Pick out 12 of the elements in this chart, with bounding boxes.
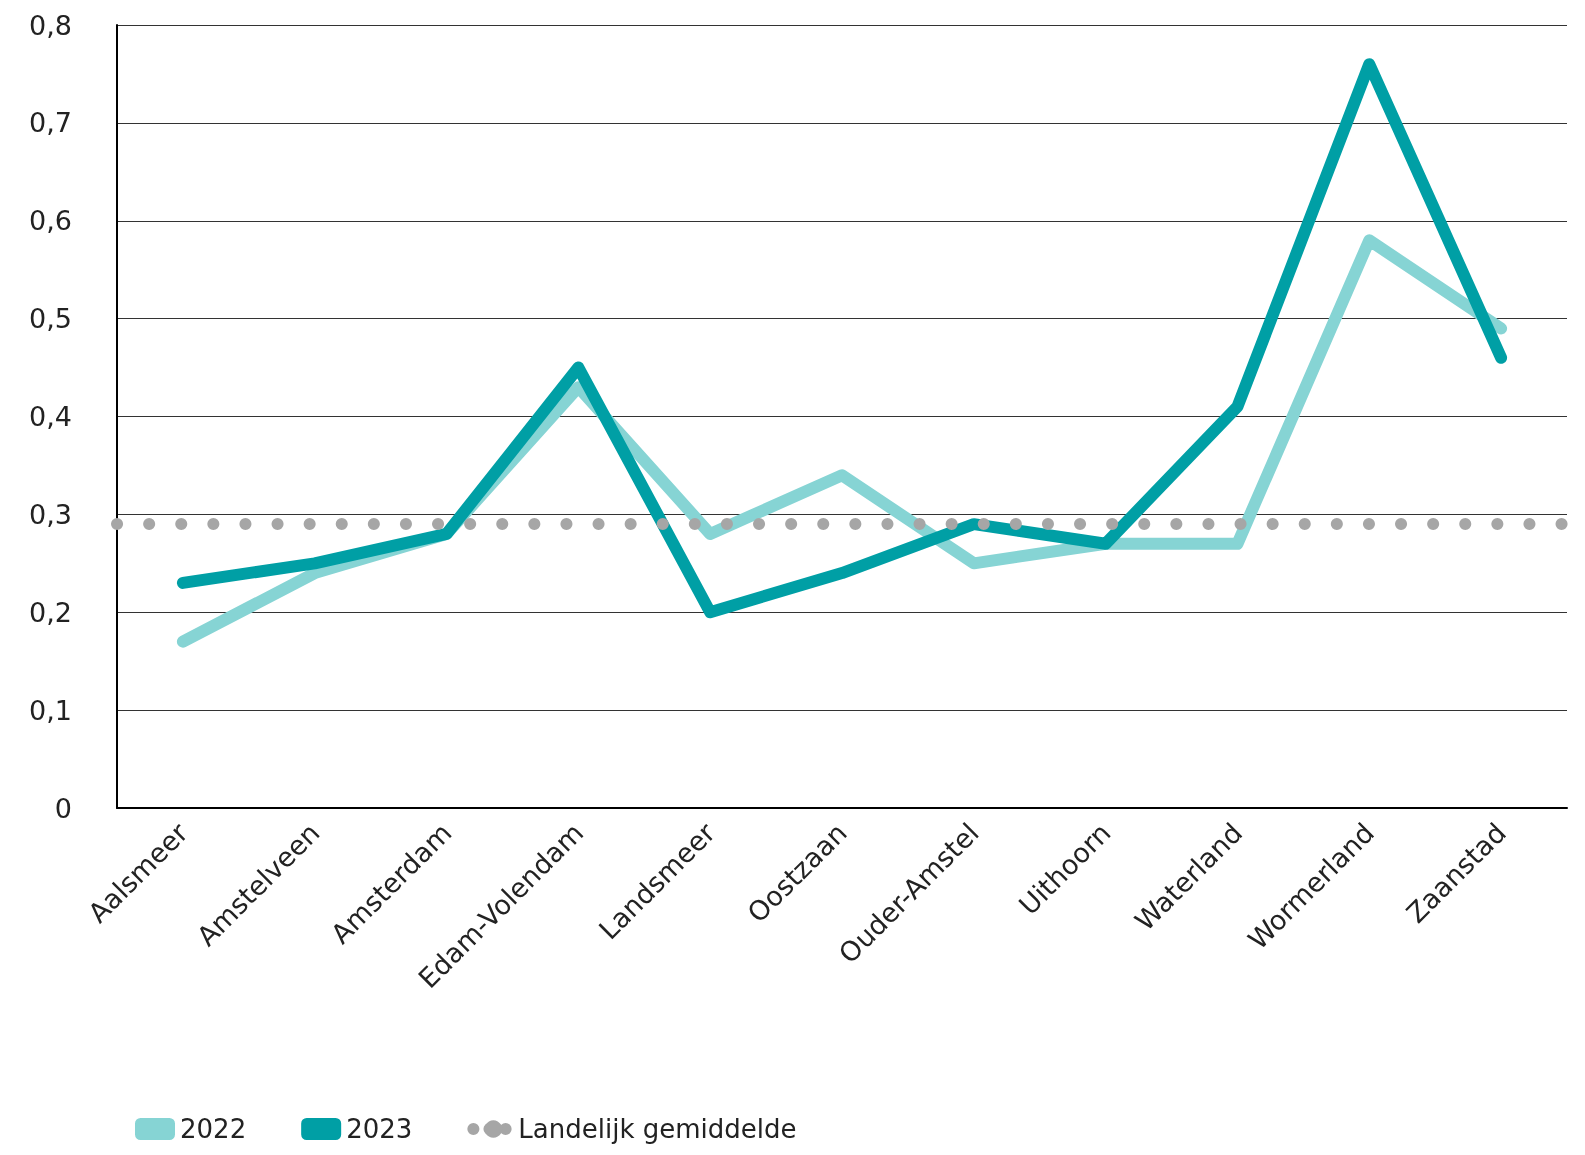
y-tick-label: 0,1 [29,694,72,726]
y-tick-label: 0,3 [29,498,72,530]
legend-label: Landelijk gemiddelde [518,1114,797,1144]
legend-label: 2023 [346,1114,413,1144]
y-tick-label: 0,6 [29,205,72,237]
y-tick-label: 0,2 [29,596,72,628]
y-tick-label: 0 [54,792,72,824]
legend-label: 2022 [180,1114,247,1144]
y-tick-label: 0,4 [29,401,72,432]
y-tick-label: 0,5 [29,303,72,335]
y-tick-label: 0,7 [29,107,72,139]
y-tick-label: 0,8 [29,9,72,41]
